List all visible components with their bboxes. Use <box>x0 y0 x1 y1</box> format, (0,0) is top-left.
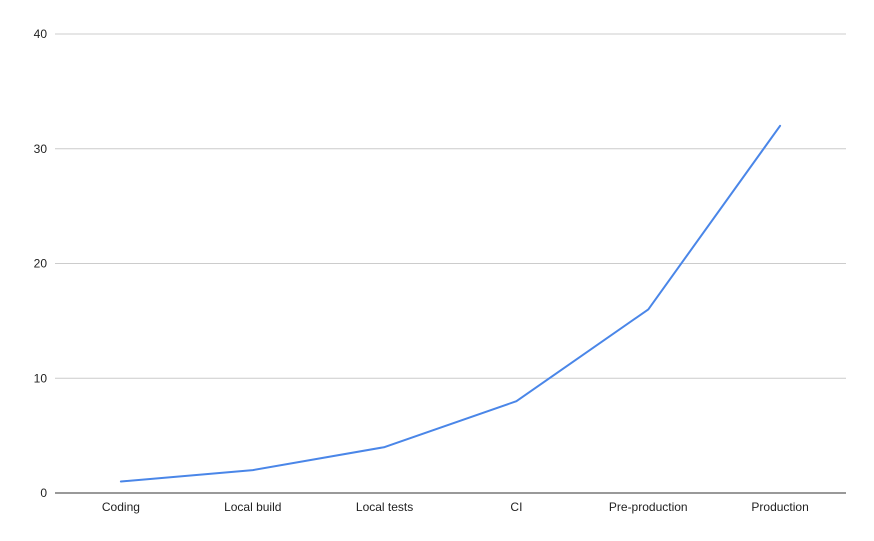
x-tick-label: Local tests <box>356 500 413 514</box>
y-tick-label: 20 <box>34 257 48 271</box>
y-axis-ticks: 0 10 20 30 40 <box>34 27 48 500</box>
y-tick-label: 0 <box>40 486 47 500</box>
x-tick-label: Pre-production <box>609 500 688 514</box>
y-tick-label: 40 <box>34 27 48 41</box>
x-tick-label: Production <box>751 500 808 514</box>
y-tick-label: 10 <box>34 371 48 385</box>
x-axis-ticks: Coding Local build Local tests CI Pre-produc… <box>102 500 809 514</box>
series-line-0 <box>119 124 782 483</box>
series-group <box>119 124 782 483</box>
gridlines <box>55 33 846 494</box>
x-tick-label: CI <box>510 500 522 514</box>
y-tick-label: 30 <box>34 142 48 156</box>
x-tick-label: Local build <box>224 500 281 514</box>
x-tick-label: Coding <box>102 500 140 514</box>
